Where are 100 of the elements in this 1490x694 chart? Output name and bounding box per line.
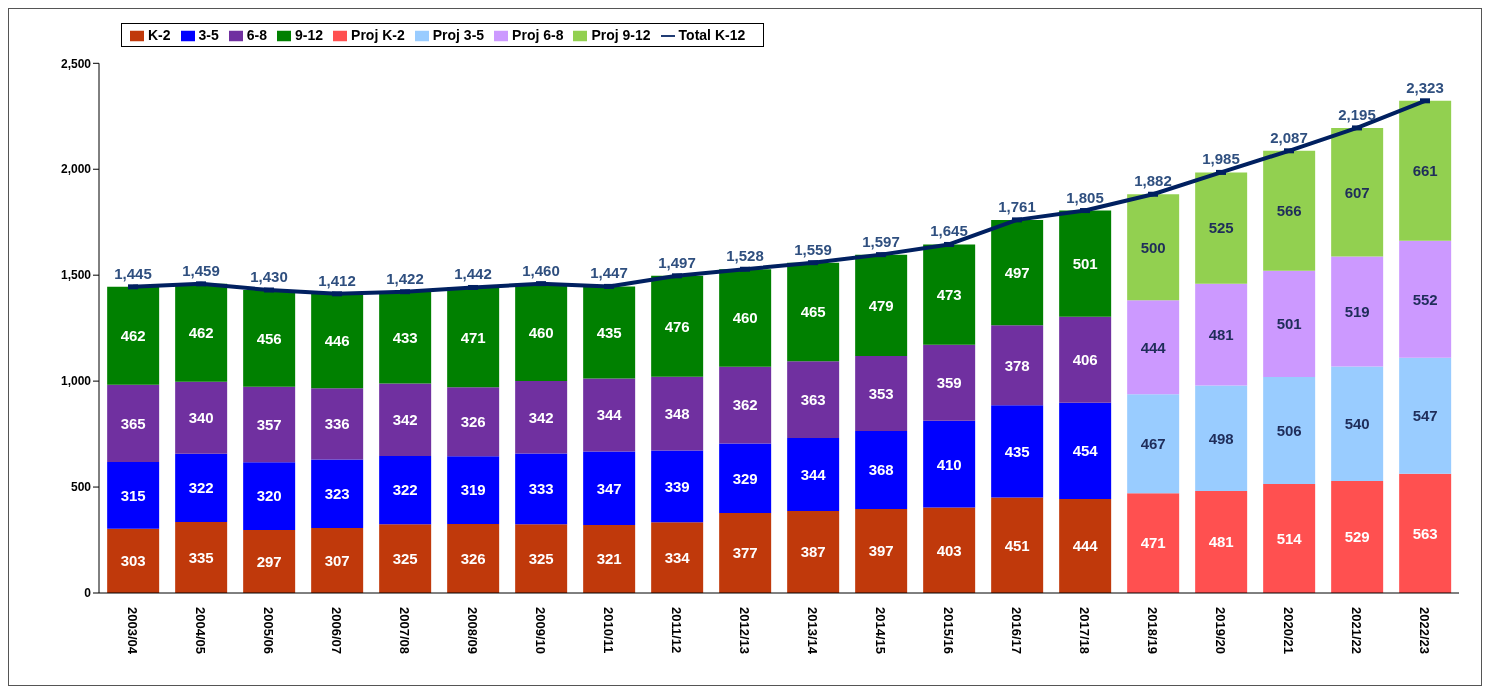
data-label: 387: [800, 543, 826, 561]
data-label: 1,412: [318, 271, 356, 289]
bar: [243, 290, 296, 387]
data-label: 1,597: [862, 232, 900, 250]
data-label: 479: [868, 296, 894, 314]
bar: [719, 513, 772, 593]
data-label: 1,422: [386, 269, 424, 287]
bar: [923, 244, 976, 345]
bar: [311, 388, 364, 460]
data-label: 339: [664, 477, 690, 495]
data-label: 471: [1140, 534, 1166, 552]
bar: [1263, 376, 1316, 485]
data-label: 363: [800, 390, 826, 408]
x-tick-label: 2018/19: [1145, 607, 1161, 654]
bar: [243, 530, 296, 593]
bar: [923, 420, 976, 508]
data-label: 529: [1344, 528, 1370, 546]
data-label: 2,087: [1270, 128, 1308, 146]
x-tick-label: 2011/12: [669, 607, 685, 654]
x-tick-label: 2005/06: [261, 607, 277, 654]
bar: [787, 361, 840, 439]
data-label: 1,761: [998, 197, 1036, 215]
bar: [1059, 210, 1112, 317]
bar: [719, 269, 772, 367]
data-label: 444: [1072, 537, 1099, 555]
x-tick-label: 2013/14: [805, 607, 821, 655]
data-label: 462: [120, 327, 146, 345]
legend-label: Total K-12: [678, 27, 746, 43]
bar: [1331, 480, 1384, 593]
data-label: 397: [868, 542, 894, 560]
data-label: 307: [324, 551, 350, 569]
data-label: 519: [1344, 302, 1370, 320]
bar: [379, 524, 432, 593]
data-label: 297: [256, 552, 282, 570]
bar: [175, 453, 228, 523]
bar: [1127, 394, 1180, 494]
bar: [1399, 240, 1452, 358]
data-label: 1,882: [1134, 172, 1172, 190]
bar: [583, 286, 636, 379]
x-tick-label: 2021/22: [1349, 607, 1365, 654]
bar: [1263, 484, 1316, 593]
bar: [379, 291, 432, 384]
x-tick-label: 2014/15: [873, 607, 889, 654]
bar: [787, 511, 840, 593]
data-label: 377: [732, 544, 758, 562]
bar: [515, 381, 568, 454]
data-label: 552: [1412, 290, 1438, 308]
bar: [1195, 172, 1248, 284]
data-label: 340: [188, 409, 214, 427]
bar: [107, 528, 160, 593]
bar: [1127, 300, 1180, 395]
bar: [311, 459, 364, 528]
x-tick-label: 2007/08: [397, 607, 413, 654]
bar: [1059, 498, 1112, 593]
bar: [1059, 402, 1112, 499]
data-label: 1,528: [726, 247, 764, 265]
data-label: 467: [1140, 435, 1166, 453]
bar: [855, 254, 908, 357]
data-label: 378: [1004, 356, 1030, 374]
legend-label: 3-5: [198, 27, 219, 43]
bar: [651, 376, 704, 451]
data-label: 465: [800, 303, 826, 321]
bar: [515, 524, 568, 593]
data-label: 460: [732, 309, 758, 327]
data-label: 1,497: [658, 253, 696, 271]
x-tick-label: 2009/10: [533, 607, 549, 654]
data-label: 1,645: [930, 222, 968, 240]
bar: [243, 386, 296, 463]
bar: [175, 522, 228, 593]
data-label: 362: [732, 396, 758, 414]
bar: [311, 527, 364, 593]
legend-label: Proj 9-12: [591, 27, 651, 43]
bar: [651, 522, 704, 593]
data-label: 433: [392, 328, 418, 346]
data-label: 325: [528, 549, 554, 567]
x-tick-label: 2015/16: [941, 607, 957, 654]
data-label: 325: [392, 549, 418, 567]
bar: [923, 344, 976, 421]
data-label: 2,323: [1406, 78, 1444, 96]
data-label: 473: [936, 285, 962, 303]
data-label: 342: [528, 408, 554, 426]
data-label: 344: [596, 406, 623, 424]
bar: [1399, 357, 1452, 474]
bar: [787, 262, 840, 362]
x-tick-label: 2022/23: [1417, 607, 1433, 654]
y-tick-label: 0: [84, 586, 92, 601]
bar: [243, 462, 296, 531]
bar: [379, 455, 432, 525]
x-tick-label: 2003/04: [125, 607, 141, 655]
data-label: 347: [596, 479, 622, 497]
x-tick-label: 2016/17: [1009, 607, 1025, 654]
data-label: 435: [596, 323, 622, 341]
data-label: 506: [1276, 421, 1302, 439]
bar: [447, 456, 500, 524]
legend-label: Proj 3-5: [432, 27, 485, 43]
x-tick-label: 2008/09: [465, 607, 481, 654]
legend-label: Proj K-2: [351, 27, 405, 43]
data-label: 481: [1208, 533, 1234, 551]
legend-label: 9-12: [295, 27, 324, 43]
data-label: 501: [1276, 315, 1302, 333]
